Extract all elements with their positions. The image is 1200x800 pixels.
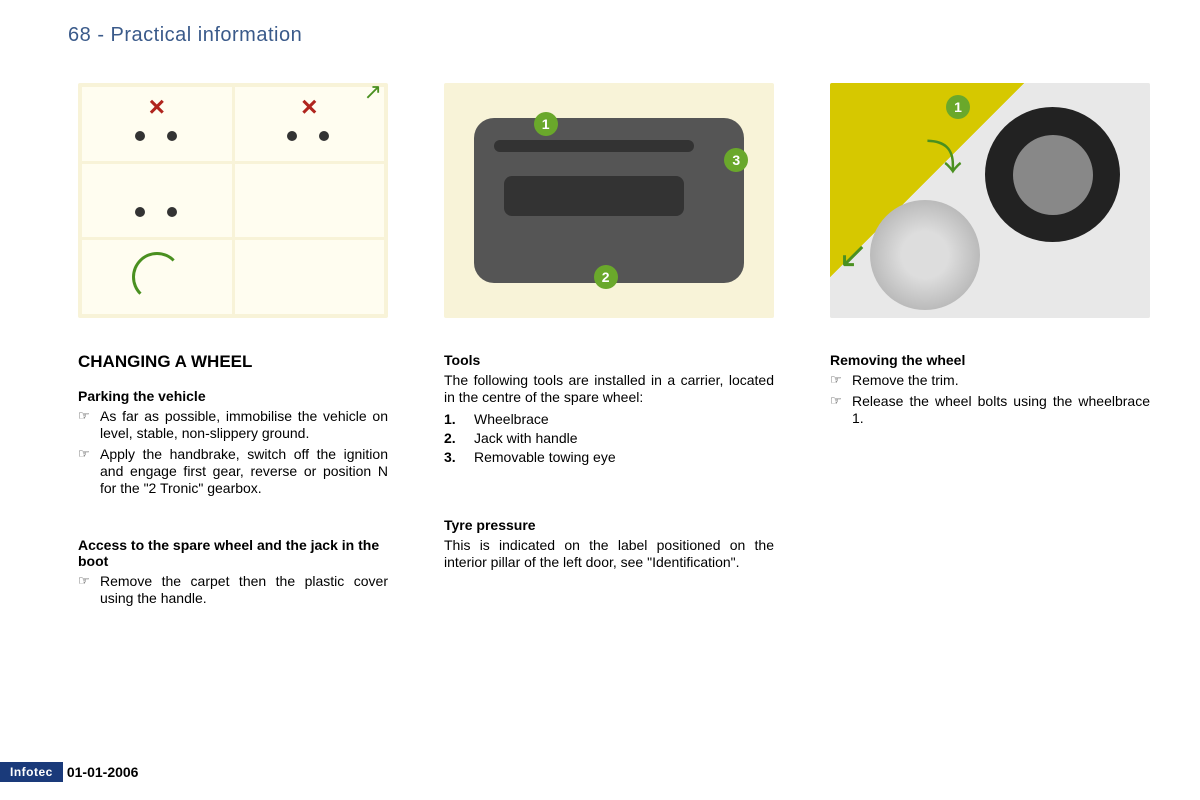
column-1: × × ↗ CHANGING A WHEEL Parking the vehic… [78, 83, 388, 628]
tyre-title: Tyre pressure [444, 517, 774, 533]
list-item: As far as possible, immobilise the vehic… [78, 408, 388, 442]
list-item: 1.Wheelbrace [444, 410, 774, 429]
page-header: 68 - Practical information [0, 0, 1200, 47]
access-list: Remove the carpet then the plastic cover… [78, 573, 388, 607]
figure-removing-wheel: 1 ⤵ ↙ [830, 83, 1150, 318]
list-item: Remove the carpet then the plastic cover… [78, 573, 388, 607]
tool-tray-icon: 1 3 2 [474, 118, 745, 283]
access-title: Access to the spare wheel and the jack i… [78, 537, 388, 569]
column-2: 1 3 2 Tools The following tools are inst… [444, 83, 774, 628]
infotec-logo: Infotec [0, 762, 63, 782]
tools-title: Tools [444, 352, 774, 368]
removing-title: Removing the wheel [830, 352, 1150, 368]
page-footer: Infotec 01-01-2006 [0, 762, 138, 782]
tools-intro: The following tools are installed in a c… [444, 372, 774, 406]
tyre-body: This is indicated on the label positione… [444, 537, 774, 571]
tire-icon [985, 107, 1120, 242]
page-number: 68 [68, 24, 91, 46]
header-sep: - [97, 24, 110, 46]
removing-list: Remove the trim. Release the wheel bolts… [830, 372, 1150, 427]
figure-parking: × × ↗ [78, 83, 388, 318]
figure-tools: 1 3 2 [444, 83, 774, 318]
column-3: 1 ⤵ ↙ Removing the wheel Remove the trim… [830, 83, 1150, 628]
list-item: Apply the handbrake, switch off the igni… [78, 446, 388, 497]
list-item: Remove the trim. [830, 372, 1150, 389]
changing-wheel-title: CHANGING A WHEEL [78, 352, 388, 372]
parking-title: Parking the vehicle [78, 388, 388, 404]
parking-list: As far as possible, immobilise the vehic… [78, 408, 388, 497]
tools-list: 1.Wheelbrace 2.Jack with handle 3.Remova… [444, 410, 774, 467]
list-item: Release the wheel bolts using the wheelb… [830, 393, 1150, 427]
list-item: 3.Removable towing eye [444, 448, 774, 467]
section-title: Practical information [111, 24, 303, 46]
content-columns: × × ↗ CHANGING A WHEEL Parking the vehic… [0, 47, 1200, 628]
hubcap-icon [870, 200, 980, 310]
list-item: 2.Jack with handle [444, 429, 774, 448]
footer-date: 01-01-2006 [67, 764, 139, 780]
